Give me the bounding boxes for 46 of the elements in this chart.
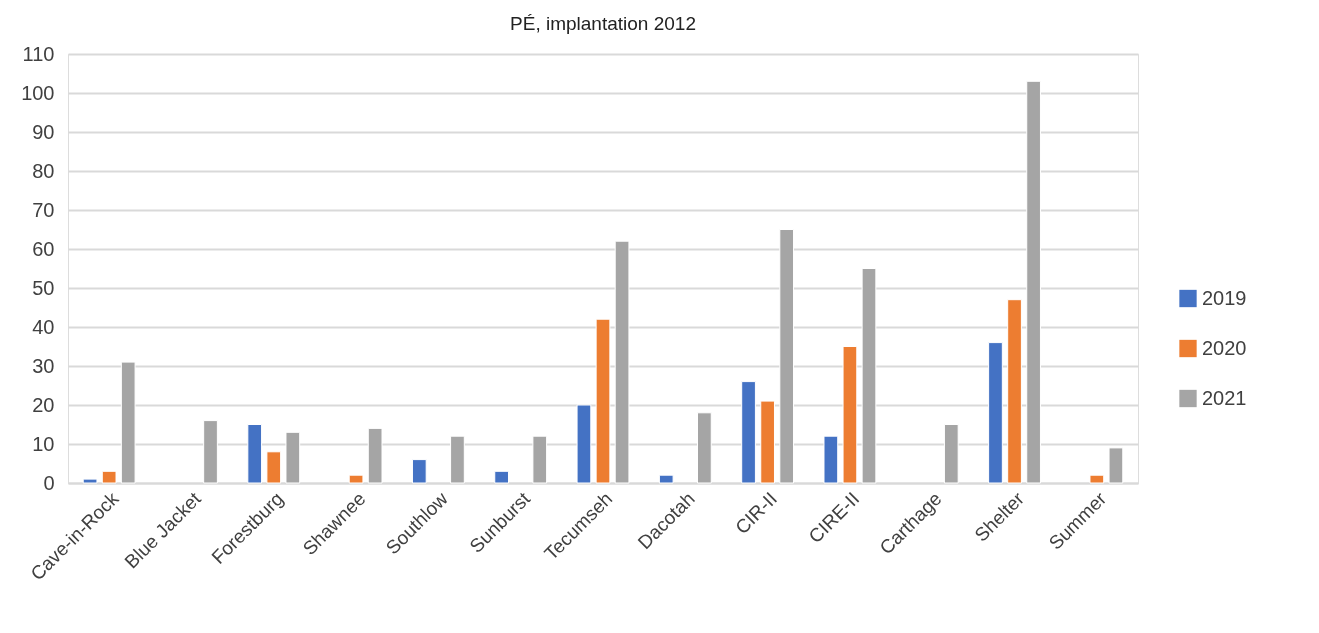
bar [1026, 80, 1041, 484]
y-tick-label: 70 [32, 198, 55, 221]
bar [1108, 447, 1124, 484]
bar [943, 424, 959, 484]
y-tick-label: 20 [32, 393, 55, 416]
bar [285, 431, 301, 484]
y-tick-label: 10 [32, 432, 55, 455]
bar [614, 240, 630, 484]
bar [842, 346, 858, 484]
y-tick-label: 30 [32, 354, 55, 377]
bar [494, 470, 509, 484]
y-tick-label: 80 [32, 159, 55, 182]
y-tick-label: 90 [32, 120, 55, 143]
y-tick-label: 50 [32, 276, 55, 299]
bar [779, 229, 795, 484]
bar [697, 412, 712, 484]
y-tick-label: 110 [22, 42, 55, 65]
y-tick-label: 100 [21, 81, 55, 104]
bar [450, 435, 465, 484]
chart-title: PÉ, implantation 2012 [510, 13, 696, 34]
bar [266, 451, 282, 484]
bar [576, 404, 592, 484]
bar [1089, 474, 1105, 484]
y-tick-label: 60 [32, 237, 55, 260]
bar [1007, 299, 1022, 484]
bar [247, 424, 263, 484]
bar [741, 381, 756, 484]
bar [101, 470, 117, 484]
bar [367, 427, 383, 484]
bar [658, 474, 674, 484]
bar [411, 459, 427, 484]
bar [532, 435, 548, 484]
bar [988, 342, 1003, 484]
bar [82, 478, 98, 484]
y-tick-label: 40 [32, 315, 55, 338]
bar [760, 400, 775, 484]
bar [861, 268, 877, 484]
y-tick-label: 0 [43, 471, 55, 494]
legend-label: 2019 [1202, 286, 1247, 309]
bar [203, 420, 218, 484]
bar [823, 435, 839, 484]
legend-label: 2021 [1202, 386, 1247, 409]
legend-label: 2020 [1202, 336, 1247, 359]
bar [120, 361, 136, 484]
bar [595, 318, 611, 484]
bar [348, 474, 364, 484]
